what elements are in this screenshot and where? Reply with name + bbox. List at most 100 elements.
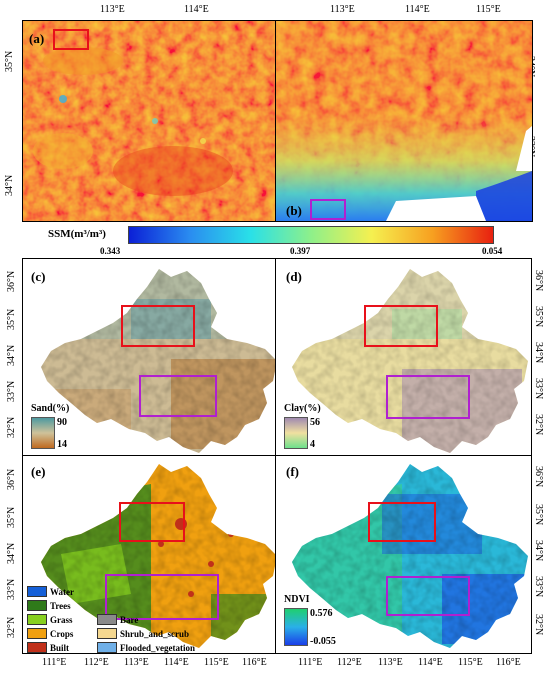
lat-tick-32-left-e: 32°N [6, 616, 17, 638]
region-box-red-c [121, 305, 195, 347]
legend-label-flooded: Flooded_vegetation [120, 642, 195, 653]
lon-tick-115-f: 115°E [458, 657, 483, 668]
lon-tick-112-f: 112°E [337, 657, 362, 668]
legend-label-crops: Crops [50, 628, 74, 639]
grid-horizontal-divider [22, 455, 532, 456]
ndvi-legend-min: -0.055 [310, 636, 336, 647]
panel-label-e: (e) [31, 464, 46, 479]
lon-tick-114-b: 114°E [405, 4, 430, 15]
legend-swatch-water [27, 586, 47, 597]
region-box-purple-e [105, 574, 219, 620]
legend-label-water: Water [50, 586, 74, 597]
legend-item-crops: Crops [27, 628, 73, 639]
lat-tick-35-right-f: 35°N [533, 504, 544, 526]
region-box-red-a [53, 29, 89, 50]
lon-tick-113-b: 113°E [330, 4, 355, 15]
ndvi-legend-title: NDVI [284, 594, 310, 605]
ssm-raster-b [276, 21, 532, 221]
clay-raster [292, 269, 528, 453]
ndvi-raster [292, 464, 528, 648]
legend-item-water: Water [27, 586, 74, 597]
sand-raster [41, 269, 277, 453]
lon-tick-116-e: 116°E [242, 657, 267, 668]
legend-swatch-trees [27, 600, 47, 611]
lat-tick-33-right-f: 33°N [533, 576, 544, 598]
clay-legend-title: Clay(%) [284, 403, 321, 414]
lon-tick-112-e: 112°E [84, 657, 109, 668]
panel-label-b: (b) [286, 203, 302, 218]
panel-label-f: (f) [286, 464, 299, 479]
region-box-red-f [368, 502, 436, 542]
lat-tick-36-right: 36°N [533, 270, 544, 292]
panel-label-a: (a) [29, 31, 45, 46]
legend-swatch-built [27, 642, 47, 653]
lat-tick-32-right: 32°N [533, 414, 544, 436]
lat-tick-34-a: 34°N [4, 174, 15, 196]
legend-label-built: Built [50, 642, 70, 653]
lon-tick-114-a: 114°E [184, 4, 209, 15]
lower-grid-frame [22, 258, 532, 654]
ssm-tick-left: 0.343 [100, 246, 121, 256]
panel-a-ssm-map: (a) [22, 20, 276, 222]
legend-item-bare: Bare [97, 614, 138, 625]
lat-tick-34-right: 34°N [533, 342, 544, 364]
legend-swatch-shrub [97, 628, 117, 639]
legend-label-grass: Grass [50, 614, 73, 625]
landcover-raster [41, 464, 277, 648]
sand-legend-min: 14 [57, 439, 67, 450]
panel-f-ndvi-map: (f) NDVI 0.576 -0.055 [276, 456, 530, 652]
lon-tick-114-e: 114°E [164, 657, 189, 668]
legend-swatch-flooded [97, 642, 117, 653]
ssm-gradient-ramp [128, 226, 494, 244]
lon-tick-113-e: 113°E [124, 657, 149, 668]
legend-label-shrub: Shrub_and_scrub [120, 628, 190, 639]
region-box-purple-d [386, 375, 470, 419]
lat-tick-35-left: 35°N [6, 308, 17, 330]
panel-e-landcover-map: (e) Water Trees Grass Crops Built Bare S… [23, 456, 277, 653]
region-box-purple-f [386, 576, 470, 616]
lat-tick-33-left: 33°N [6, 380, 17, 402]
lon-tick-111-e: 111°E [42, 657, 67, 668]
legend-item-grass: Grass [27, 614, 73, 625]
lat-tick-35-left-e: 35°N [6, 506, 17, 528]
legend-label-bare: Bare [120, 614, 139, 625]
sand-legend-max: 90 [57, 417, 67, 428]
panel-d-clay-map: (d) Clay(%) 56 4 [276, 259, 530, 455]
ssm-colorbar-title: SSM(m³/m³) [48, 228, 106, 240]
lat-tick-35-right: 35°N [533, 306, 544, 328]
lat-tick-35-a: 35°N [4, 50, 15, 72]
ssm-tick-mid: 0.397 [290, 246, 311, 256]
region-box-purple-b [310, 199, 346, 220]
lat-tick-32-right-f: 32°N [533, 614, 544, 636]
clay-legend-min: 4 [310, 439, 315, 450]
lat-tick-36-right-f: 36°N [533, 466, 544, 488]
ndvi-legend-max: 0.576 [310, 608, 333, 619]
legend-item-built: Built [27, 642, 69, 653]
lat-tick-32-left: 32°N [6, 416, 17, 438]
lon-tick-113-a: 113°E [100, 4, 125, 15]
lat-tick-33-left-e: 33°N [6, 578, 17, 600]
sand-legend-ramp [31, 417, 55, 449]
panel-c-sand-map: (c) Sand(%) 90 14 [23, 259, 277, 455]
clay-legend-ramp [284, 417, 308, 449]
legend-swatch-crops [27, 628, 47, 639]
lon-tick-115-b: 115°E [476, 4, 501, 15]
panel-label-c: (c) [31, 269, 46, 284]
legend-item-shrub: Shrub_and_scrub [97, 628, 189, 639]
lat-tick-33-right: 33°N [533, 378, 544, 400]
ssm-tick-right: 0.054 [482, 246, 503, 256]
lat-tick-36-left-e: 36°N [6, 468, 17, 490]
legend-item-flooded: Flooded_vegetation [97, 642, 195, 653]
panel-b-ssm-map: (b) [275, 20, 533, 222]
legend-item-trees: Trees [27, 600, 71, 611]
legend-swatch-grass [27, 614, 47, 625]
region-box-purple-c [139, 375, 217, 417]
region-box-red-e [119, 502, 185, 542]
lon-tick-111-f: 111°E [298, 657, 323, 668]
lat-tick-36-left: 36°N [6, 270, 17, 292]
ndvi-legend-ramp [284, 608, 308, 646]
lat-tick-34-left-e: 34°N [6, 542, 17, 564]
region-box-red-d [364, 305, 438, 347]
grid-vertical-divider [275, 258, 276, 654]
lon-tick-113-f: 113°E [378, 657, 403, 668]
